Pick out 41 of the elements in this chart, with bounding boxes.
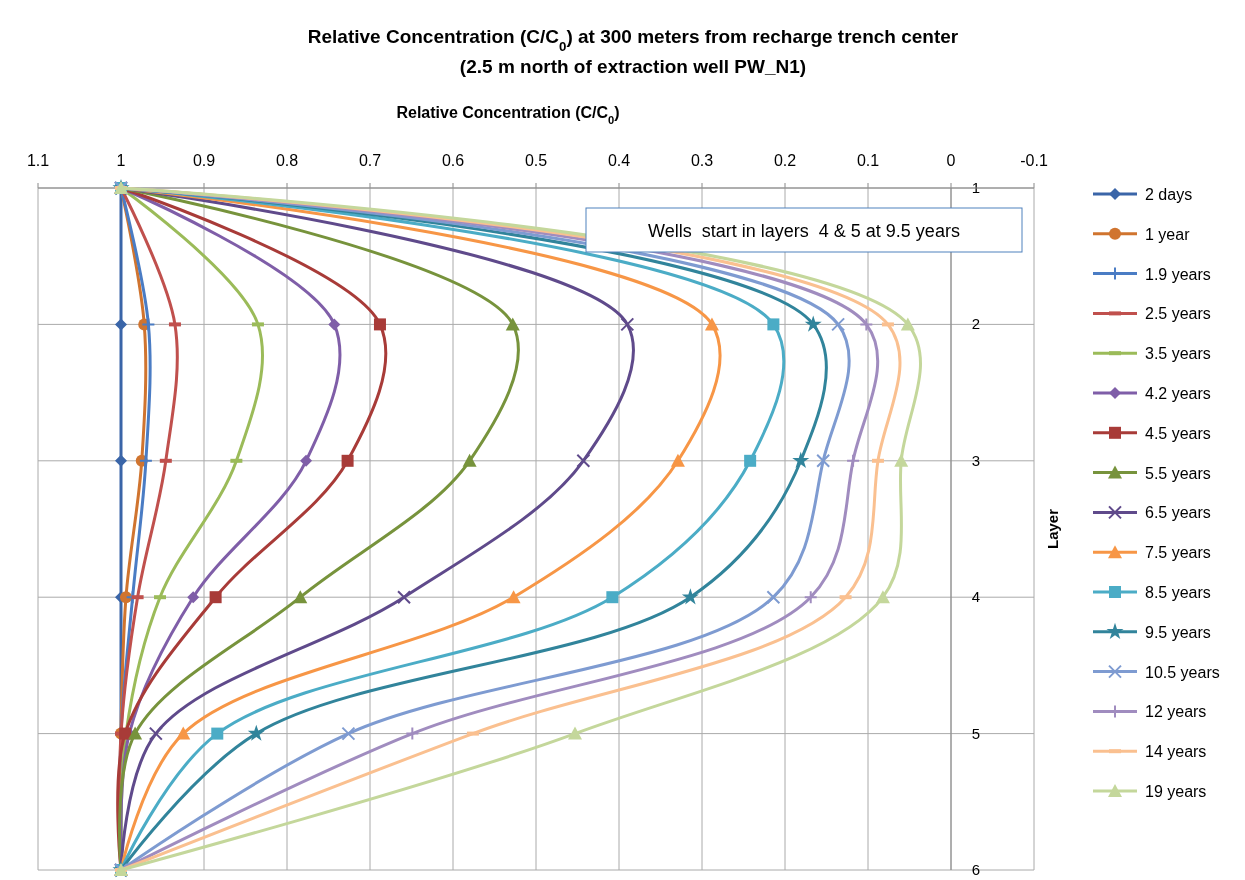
x-tick-label: -0.1 — [1020, 152, 1048, 169]
x-tick-label: 0.2 — [773, 152, 797, 169]
y-tick-label: 4 — [971, 588, 981, 606]
y-tick-label: 6 — [971, 861, 981, 878]
y-axis-title: Layer — [1044, 508, 1061, 550]
note-box: Wells start in layers 4 & 5 at 9.5 years — [585, 207, 1023, 253]
legend-label: 3.5 years — [1145, 345, 1211, 363]
legend-label: 1 year — [1145, 225, 1191, 243]
legend-label: 2.5 years — [1145, 305, 1211, 323]
legend-label: 8.5 years — [1145, 584, 1211, 601]
chart-subtitle: (2.5 m north of extraction well PW_N1) — [459, 56, 807, 77]
x-tick-label: 0.5 — [524, 152, 548, 169]
x-tick-label: 0.6 — [441, 152, 465, 169]
legend-label: 10.5 years — [1145, 663, 1220, 681]
x-tick-label: 0.3 — [690, 152, 714, 169]
x-tick-label: 0.8 — [275, 152, 299, 169]
x-tick-label: 0.7 — [358, 152, 382, 169]
legend-label: 12 years — [1145, 703, 1207, 721]
legend-label: 5.5 years — [1145, 464, 1211, 482]
legend-label: 6.5 years — [1145, 504, 1211, 522]
legend-label: 7.5 years — [1145, 544, 1211, 562]
annotation: Wells start in layers 4 & 5 at 9.5 years — [648, 221, 960, 241]
y-tick-label: 1 — [971, 179, 981, 196]
legend-label: 9.5 years — [1145, 623, 1211, 641]
x-tick-label: 0.9 — [192, 152, 216, 169]
legend-label: 1.9 years — [1145, 265, 1211, 283]
y-tick-label: 2 — [971, 315, 981, 333]
y-tick-label: 3 — [971, 451, 981, 469]
x-tick-label: 1.1 — [26, 152, 50, 169]
legend-label: 14 years — [1145, 743, 1207, 761]
x-tick-label: 1 — [116, 152, 126, 169]
x-tick-label: 0 — [946, 152, 956, 169]
legend-label: 19 years — [1145, 783, 1207, 800]
chart-title: Relative Concentration (C/C$_{0}$) at 300 meters from recharge trench center — [307, 26, 959, 54]
y-tick-label: 5 — [971, 724, 981, 742]
legend-label: 2 days — [1145, 186, 1193, 203]
legend-label: 4.5 years — [1145, 424, 1211, 442]
x-tick-label: 0.1 — [856, 152, 880, 169]
x-axis-title: Relative Concentration (C/C$_{0}$) — [396, 104, 620, 126]
x-tick-label: 0.4 — [607, 152, 631, 169]
legend-label: 4.2 years — [1145, 385, 1211, 402]
